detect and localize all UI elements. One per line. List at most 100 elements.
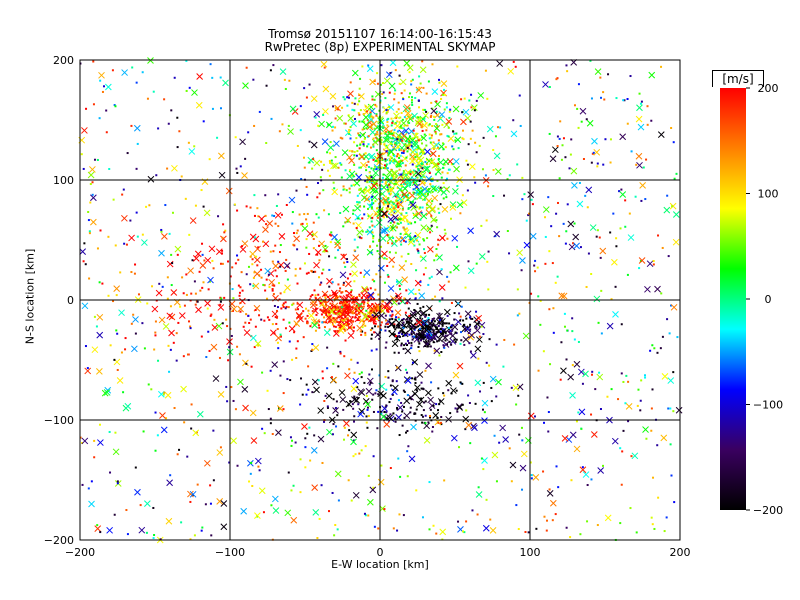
x-tick-label: −200 — [65, 546, 95, 559]
dot-marker — [358, 87, 361, 90]
dot-marker — [374, 133, 377, 136]
cross-marker — [345, 280, 352, 288]
dot-marker — [424, 400, 427, 403]
dot-marker — [392, 265, 395, 268]
dot-marker — [333, 298, 336, 301]
cross-marker — [310, 141, 318, 149]
dot-marker — [437, 316, 440, 319]
dot-marker — [357, 397, 360, 400]
dot-marker — [323, 326, 326, 329]
dot-marker — [401, 319, 404, 322]
dot-marker — [453, 318, 456, 321]
cross-marker — [427, 319, 434, 327]
dot-marker — [488, 338, 491, 341]
cross-marker — [354, 213, 362, 221]
dot-marker — [405, 140, 408, 143]
cross-marker — [379, 227, 386, 235]
cross-marker — [509, 461, 517, 469]
dot-marker — [410, 330, 413, 333]
cross-marker — [350, 385, 358, 393]
dot-marker — [346, 220, 349, 223]
dot-marker — [328, 311, 331, 314]
dot-marker — [409, 411, 412, 414]
dot-marker — [131, 66, 134, 69]
dot-marker — [432, 115, 435, 118]
dot-marker — [371, 231, 374, 234]
cross-marker — [381, 210, 389, 218]
dot-marker — [424, 108, 427, 111]
cross-marker — [356, 324, 364, 332]
cross-marker — [147, 175, 155, 183]
dot-marker — [314, 116, 317, 119]
cross-marker — [346, 172, 354, 180]
dot-marker — [651, 523, 654, 526]
cross-marker — [404, 297, 411, 305]
dot-marker — [434, 333, 437, 336]
dot-marker — [446, 177, 449, 180]
cross-marker — [104, 83, 112, 91]
dot-marker — [590, 161, 593, 164]
dot-marker — [435, 254, 438, 257]
dot-marker — [336, 329, 339, 332]
cross-marker — [217, 304, 225, 311]
cross-marker — [272, 507, 280, 514]
dot-marker — [120, 351, 123, 354]
dot-marker — [288, 321, 291, 324]
dot-marker — [412, 129, 415, 132]
dot-marker — [87, 219, 90, 222]
cross-marker — [306, 230, 314, 238]
dot-marker — [355, 297, 358, 300]
dot-marker — [221, 322, 224, 325]
cross-marker — [437, 186, 444, 194]
dot-marker — [433, 349, 436, 352]
cross-marker — [478, 321, 486, 329]
dot-marker — [371, 201, 374, 204]
cross-marker — [389, 59, 397, 67]
dot-marker — [391, 380, 394, 383]
dot-marker — [425, 206, 428, 209]
dot-marker — [184, 197, 187, 200]
dot-marker — [559, 378, 562, 381]
cross-marker — [467, 227, 474, 235]
dot-marker — [296, 302, 299, 305]
dot-marker — [396, 163, 399, 166]
dot-marker — [369, 245, 372, 248]
dot-marker — [495, 480, 498, 483]
cross-marker — [371, 138, 379, 146]
dot-marker — [375, 273, 378, 276]
dot-marker — [374, 392, 377, 395]
dot-marker — [370, 167, 373, 170]
dot-marker — [377, 209, 380, 212]
cross-marker — [81, 437, 89, 445]
dot-marker — [237, 284, 240, 287]
dot-marker — [370, 176, 373, 179]
cross-marker — [491, 451, 499, 459]
dot-marker — [351, 312, 354, 315]
dot-marker — [338, 308, 341, 311]
dot-marker — [334, 107, 337, 110]
cross-marker — [596, 373, 604, 381]
dot-marker — [348, 304, 351, 307]
cross-marker — [391, 170, 399, 177]
dot-marker — [258, 314, 261, 317]
dot-marker — [267, 273, 270, 276]
dot-marker — [585, 285, 588, 288]
dot-marker — [358, 295, 361, 298]
dot-marker — [352, 222, 355, 225]
dot-marker — [406, 146, 409, 149]
dot-marker — [365, 309, 368, 312]
dot-marker — [404, 342, 407, 345]
dot-marker — [394, 328, 397, 331]
dot-marker — [163, 391, 166, 394]
cross-marker — [433, 124, 441, 132]
dot-marker — [437, 207, 440, 210]
dot-marker — [95, 325, 98, 328]
dot-marker — [328, 233, 331, 236]
dot-marker — [404, 334, 407, 337]
dot-marker — [399, 288, 402, 291]
dot-marker — [258, 110, 261, 113]
dot-marker — [266, 389, 269, 392]
dot-marker — [397, 399, 400, 402]
dot-marker — [430, 134, 433, 137]
cross-marker — [452, 188, 459, 195]
